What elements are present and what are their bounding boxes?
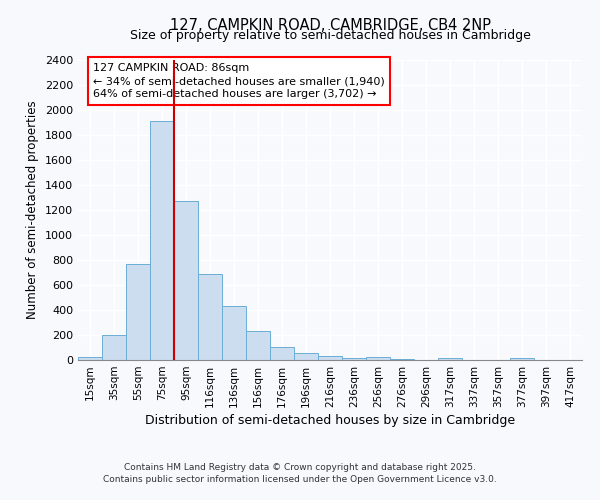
- Bar: [510, 358, 534, 360]
- X-axis label: Distribution of semi-detached houses by size in Cambridge: Distribution of semi-detached houses by …: [145, 414, 515, 427]
- Bar: [102, 335, 126, 360]
- Text: Contains public sector information licensed under the Open Government Licence v3: Contains public sector information licen…: [103, 475, 497, 484]
- Bar: [318, 356, 342, 360]
- Bar: [78, 357, 102, 360]
- Bar: [198, 274, 222, 360]
- Bar: [270, 347, 294, 360]
- Bar: [294, 352, 318, 360]
- Bar: [174, 201, 198, 360]
- Text: 127, CAMPKIN ROAD, CAMBRIDGE, CB4 2NP: 127, CAMPKIN ROAD, CAMBRIDGE, CB4 2NP: [170, 18, 491, 32]
- Text: Contains HM Land Registry data © Crown copyright and database right 2025.: Contains HM Land Registry data © Crown c…: [124, 464, 476, 472]
- Bar: [342, 358, 366, 360]
- Bar: [150, 121, 174, 360]
- Bar: [246, 331, 270, 360]
- Bar: [126, 264, 150, 360]
- Text: Size of property relative to semi-detached houses in Cambridge: Size of property relative to semi-detach…: [130, 29, 530, 42]
- Y-axis label: Number of semi-detached properties: Number of semi-detached properties: [26, 100, 40, 320]
- Bar: [366, 357, 390, 360]
- Bar: [222, 306, 246, 360]
- Bar: [438, 358, 462, 360]
- Bar: [390, 359, 414, 360]
- Text: 127 CAMPKIN ROAD: 86sqm
← 34% of semi-detached houses are smaller (1,940)
64% of: 127 CAMPKIN ROAD: 86sqm ← 34% of semi-de…: [93, 63, 385, 100]
